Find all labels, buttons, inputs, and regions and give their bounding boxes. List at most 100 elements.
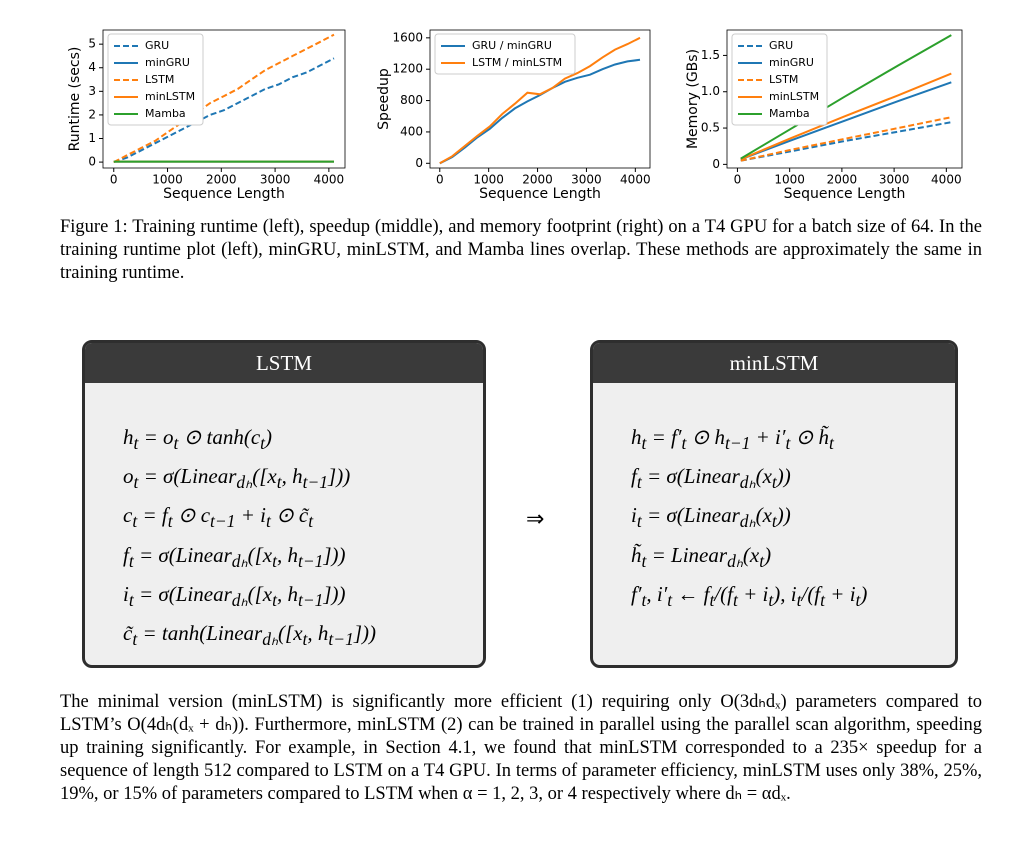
legend-label: LSTM [769,73,798,86]
series-line [439,36,641,165]
equations: ht = ot ⊙ tanh(ct) ot = σ(Lineardₕ([xt, h… [85,383,483,656]
x-tick-label: 2000 [522,173,553,187]
subscript: t−1 [210,511,236,532]
math-text: ])) [328,464,351,489]
subscript: t [173,433,179,454]
subscript: t [771,472,777,493]
x-axis-label: Sequence Length [479,186,601,202]
math-text: ])) [353,620,377,645]
math-text: + i [737,581,769,606]
y-axis-label: Runtime (secs) [67,47,83,152]
x-tick-label: 2000 [206,173,237,187]
y-axis-label: Speedup [376,68,392,130]
subscript: t−1 [302,472,329,493]
y-tick-label: 0 [88,155,96,169]
math-text: c [123,503,133,528]
subscript: t [132,511,138,532]
math-text: f′ [631,581,642,606]
subscript: dₕ [727,550,743,571]
math-text: , h [276,581,298,606]
math-text: = σ(Linear [641,464,740,489]
subscript: t [733,589,738,610]
subscript: t [796,589,802,610]
x-axis-label: Sequence Length [163,186,285,202]
subscript: t [641,589,647,610]
subscript: t [132,629,138,650]
x-tick-label: 3000 [571,173,602,187]
y-tick-label: 0.5 [701,121,720,135]
legend-box [731,33,828,126]
math-text: ⊙ h [686,425,725,449]
subscript: t [636,511,642,532]
equation: c̃t = tanh(Lineardₕ([xt, ht−1])) [123,617,483,656]
series-line [740,34,952,160]
math-text: )) [776,464,791,489]
caption: Figure 1: Training runtime (left), speed… [60,217,982,283]
subscript: dₕ [262,629,279,650]
subscript: t [167,511,173,532]
plot-frame [102,29,346,169]
box-title: minLSTM [593,343,955,383]
subscript: t [681,433,687,454]
box-title: LSTM [85,343,483,383]
math-text: ), i [773,581,797,606]
equation: it = σ(Lineardₕ([xt, ht−1])) [123,578,483,617]
legend-label: minLSTM [145,90,195,103]
math-text: ) [265,425,273,449]
math-text: , h [276,542,298,567]
subscript: t [308,511,314,532]
x-axis-label: Sequence Length [784,186,906,202]
subscript: t [272,589,277,610]
math-text: ⊙ c̃ [270,503,309,528]
y-tick-label: 3 [88,84,96,98]
equation: ot = σ(Lineardₕ([xt, ht−1])) [123,460,483,499]
math-text: + i [825,581,856,606]
math-text: = σ(Linear [133,542,232,567]
math-text: ])) [323,542,346,567]
subscript: t [133,472,139,493]
y-axis-label: Memory (GBs) [685,49,701,149]
equation: ct = ft ⊙ ct−1 + it ⊙ c̃t [123,499,483,538]
y-tick-label: 0 [415,156,423,170]
x-tick-label: 3000 [879,173,910,187]
series-line [740,72,952,161]
math-text: ⊙ h̃ [790,425,829,449]
lstm-box: LSTM ht = ot ⊙ tanh(ct) ot = σ(Lineardₕ([x… [82,340,486,668]
legend-label: Mamba [145,107,186,120]
subscript: t [128,589,134,610]
x-tick-label: 0 [734,173,742,187]
math-text: f [123,542,129,567]
paragraph: The minimal version (minLSTM) is signifi… [60,692,982,804]
equation: h̃t = Lineardₕ(xt) [631,539,955,578]
math-text: = f [137,503,168,528]
subscript: t [272,550,277,571]
legend-label: minGRU [145,56,190,69]
y-tick-label: 1.0 [701,84,720,98]
subscript: t [759,550,765,571]
math-text: i [631,503,637,528]
minlstm-box: minLSTM ht = f′t ⊙ ht−1 + i′t ⊙ h̃t ft = σ… [590,340,958,668]
equation: it = σ(Lineardₕ(xt)) [631,499,955,538]
x-tick-label: 4000 [314,173,345,187]
subscript: t [667,589,673,610]
math-text: (x [742,542,760,567]
math-text: , i′ [646,581,668,606]
math-text: ⊙ tanh(c [178,425,261,449]
y-tick-label: 1600 [392,30,423,44]
math-text: + i′ [750,425,786,449]
equation: f′t, i′t ← ft/(ft + it), it/(ft + it) [631,578,955,617]
math-text: = tanh(Linear [137,620,263,645]
series-line [113,57,335,164]
legend-label: LSTM [145,73,174,86]
math-text: = σ(Linear [133,581,232,606]
y-tick-label: 0 [712,157,720,171]
subscript: t [709,589,715,610]
math-text: = σ(Linear [138,464,237,489]
math-text: , h [307,620,329,645]
equation: ht = f′t ⊙ ht−1 + i′t ⊙ h̃t [631,421,955,460]
subscript: dₕ [739,472,756,493]
subscript: t−1 [724,433,751,454]
math-text: h [631,425,642,449]
math-text: )) [776,503,791,528]
